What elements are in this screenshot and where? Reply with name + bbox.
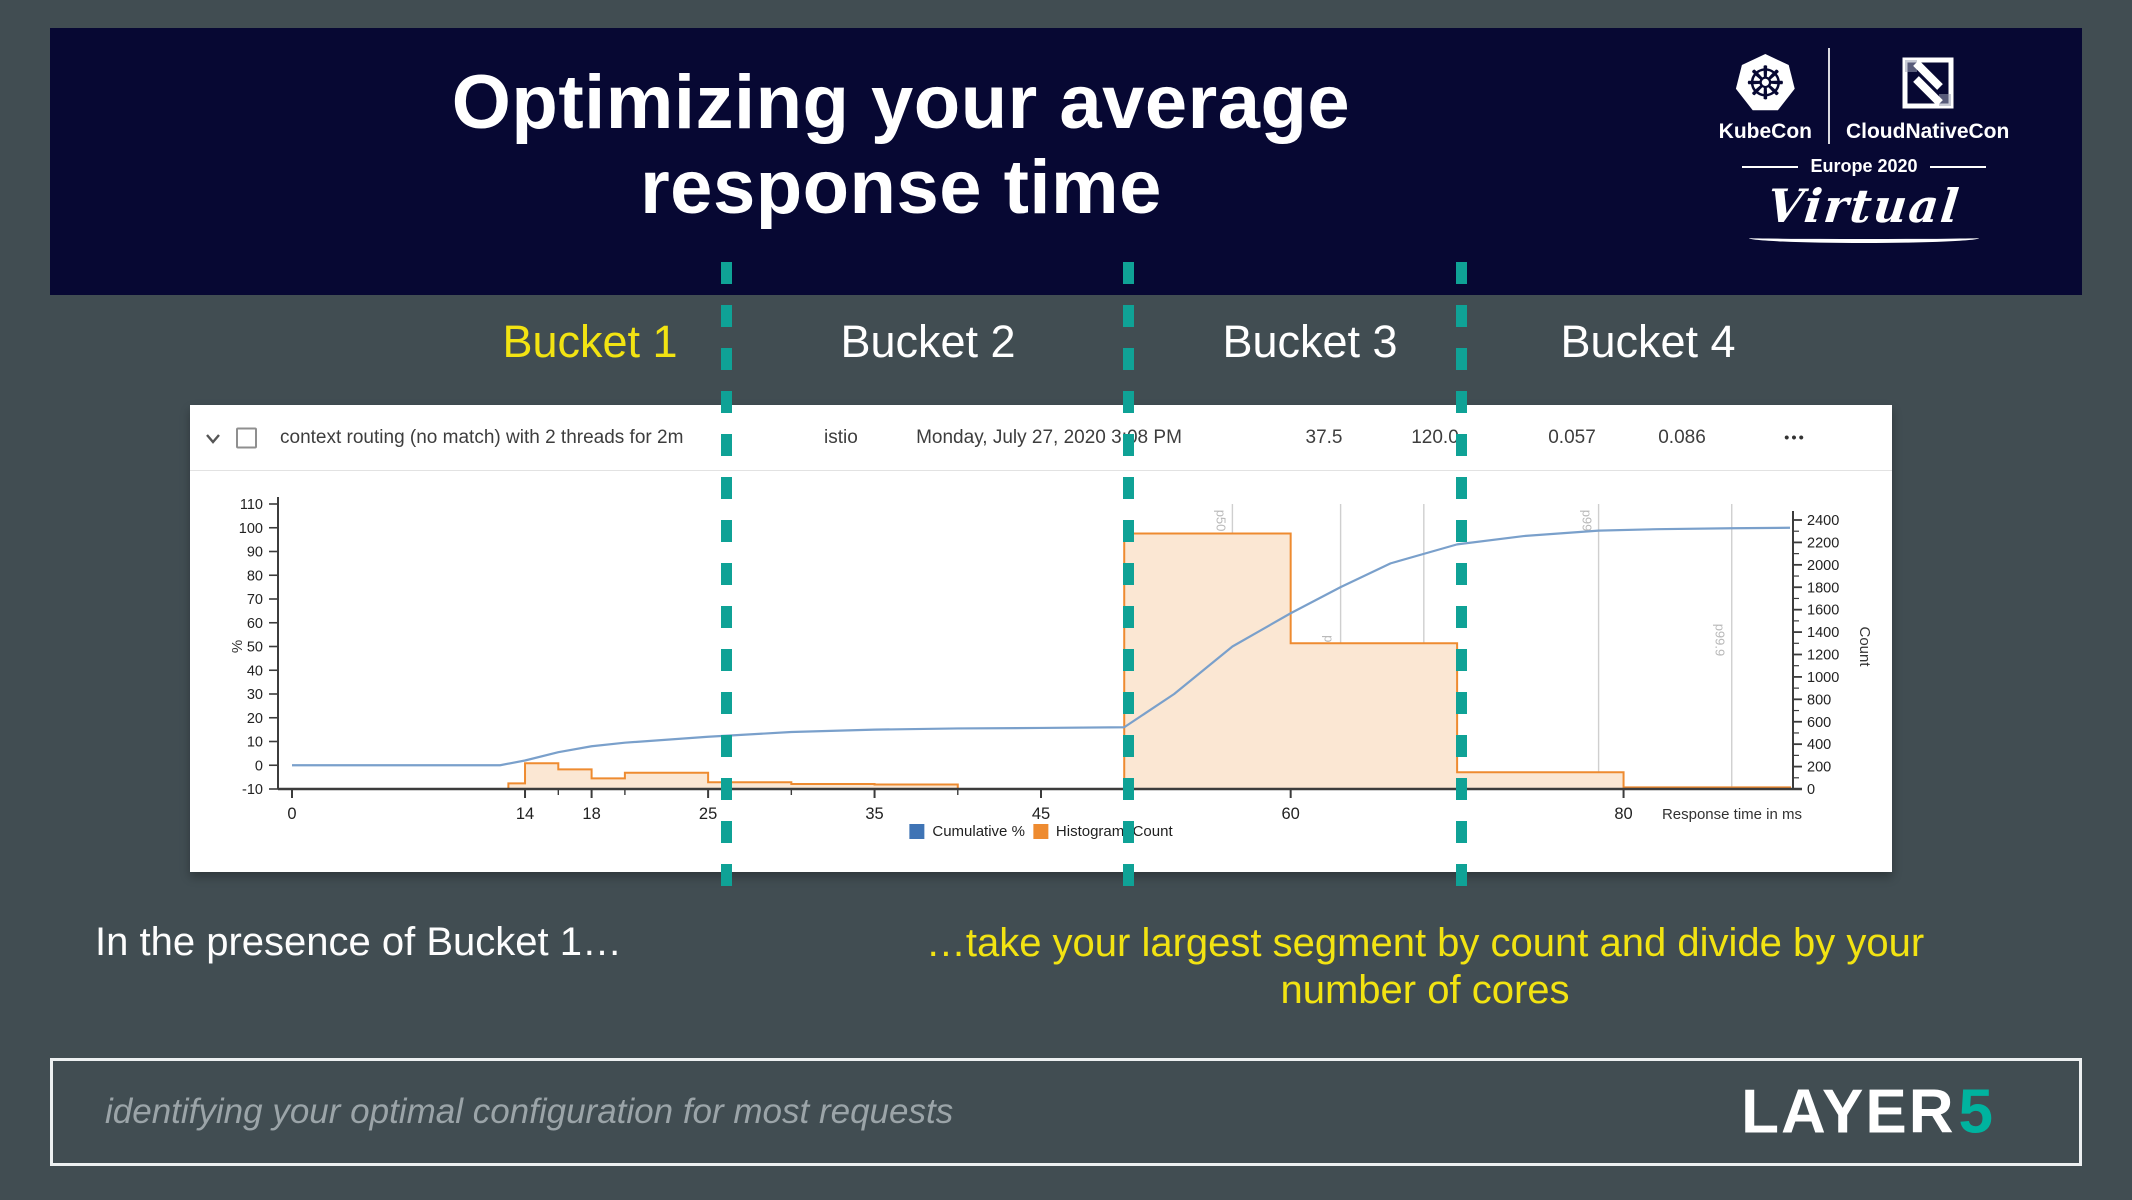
bucket-divider-1	[721, 262, 732, 898]
latency-chart: p50p75p90p99p99.9-1001020304050607080901…	[190, 471, 1892, 872]
svg-text:20: 20	[247, 711, 263, 727]
bucket-1-label: Bucket 1	[502, 316, 678, 367]
run-timestamp: Monday, July 27, 2020 3:08 PM	[916, 426, 1182, 448]
annotation-yellow: …take your largest segment by count and …	[925, 921, 1925, 1013]
svg-text:70: 70	[247, 592, 263, 608]
svg-text:1600: 1600	[1807, 603, 1839, 619]
metric-p99: 0.086	[1658, 426, 1706, 448]
svg-text:1400: 1400	[1807, 625, 1839, 641]
cloudnativecon-logo: CloudNativeCon	[1846, 54, 2009, 144]
svg-text:45: 45	[1032, 805, 1050, 823]
metric-duration: 120.0	[1411, 426, 1459, 448]
svg-text:100: 100	[239, 521, 263, 537]
svg-text:90: 90	[247, 545, 263, 561]
svg-text:400: 400	[1807, 737, 1831, 753]
kubernetes-helm-icon: ☸	[1735, 54, 1795, 111]
svg-text:%: %	[229, 640, 246, 653]
svg-text:200: 200	[1807, 760, 1831, 776]
kubecon-label: KubeCon	[1718, 120, 1812, 143]
svg-text:2000: 2000	[1807, 558, 1839, 574]
svg-text:2200: 2200	[1807, 535, 1839, 551]
svg-text:800: 800	[1807, 692, 1831, 708]
svg-text:p99: p99	[1580, 510, 1595, 532]
svg-text:Response time in ms: Response time in ms	[1662, 806, 1802, 823]
event-logo: ☸ KubeCon CloudNativeCon Europe 2020 Vir…	[1704, 48, 2024, 243]
svg-text:1000: 1000	[1807, 670, 1839, 686]
cncf-cube-icon	[1902, 57, 1954, 109]
svg-text:60: 60	[247, 616, 263, 632]
bucket-divider-2	[1123, 262, 1134, 898]
bucket-divider-3	[1456, 262, 1467, 898]
slide-title-line1: Optimizing your average	[451, 60, 1351, 145]
bucket-2-label: Bucket 2	[840, 316, 1016, 367]
layer5-logo: LAYER5	[1741, 1077, 1995, 1148]
svg-text:18: 18	[582, 805, 600, 823]
event-edition: Europe 2020	[1704, 156, 2024, 177]
test-result-panel: context routing (no match) with 2 thread…	[190, 405, 1892, 872]
svg-text:14: 14	[516, 805, 534, 823]
svg-text:Count: Count	[1856, 626, 1873, 667]
layer5-logo-accent: 5	[1958, 1077, 1995, 1147]
svg-text:35: 35	[865, 805, 883, 823]
svg-text:25: 25	[699, 805, 717, 823]
row-checkbox[interactable]	[236, 427, 257, 448]
svg-text:60: 60	[1281, 805, 1299, 823]
svg-text:2400: 2400	[1807, 513, 1839, 529]
svg-text:0: 0	[255, 758, 263, 774]
svg-text:0: 0	[287, 805, 296, 823]
chevron-down-icon[interactable]	[204, 429, 222, 447]
svg-text:10: 10	[247, 735, 263, 751]
kubecon-logo: ☸ KubeCon	[1719, 54, 1812, 144]
histogram-cumulative-chart: p50p75p90p99p99.9-1001020304050607080901…	[229, 497, 1873, 823]
annotation-white: In the presence of Bucket 1…	[95, 920, 622, 964]
test-run-title: context routing (no match) with 2 thread…	[280, 426, 684, 448]
svg-text:110: 110	[240, 497, 263, 513]
svg-text:40: 40	[247, 663, 263, 679]
metric-qps: 37.5	[1305, 426, 1343, 448]
cumulative-legend-label: Cumulative %	[932, 823, 1025, 840]
svg-text:600: 600	[1807, 715, 1831, 731]
virtual-script-label: Virtual	[1764, 179, 1964, 233]
layer5-logo-text: LAYER	[1741, 1077, 1956, 1147]
title-banner: Optimizing your average response time ☸ …	[50, 28, 2082, 295]
chart-legend: Cumulative % Histogram: Count	[909, 823, 1173, 840]
footer-bar: identifying your optimal configuration f…	[50, 1058, 2082, 1166]
virtual-underline	[1749, 233, 1979, 243]
mesh-name: istio	[824, 426, 858, 448]
histogram-legend-label: Histogram: Count	[1055, 823, 1173, 840]
footer-tagline: identifying your optimal configuration f…	[105, 1092, 954, 1131]
svg-text:80: 80	[247, 568, 263, 584]
svg-text:p99.9: p99.9	[1713, 624, 1728, 657]
cloudnativecon-label: CloudNativeCon	[1845, 120, 2010, 143]
svg-text:p50: p50	[1213, 510, 1228, 532]
svg-text:-10: -10	[242, 782, 263, 798]
histogram-legend-swatch	[1032, 824, 1048, 839]
svg-text:30: 30	[247, 687, 263, 703]
svg-text:50: 50	[247, 640, 263, 656]
slide-title: Optimizing your average response time	[50, 60, 1752, 230]
svg-text:1200: 1200	[1807, 648, 1839, 664]
svg-text:1800: 1800	[1807, 580, 1839, 596]
result-row-header: context routing (no match) with 2 thread…	[190, 405, 1892, 471]
row-menu-ellipsis[interactable]: •••	[1784, 429, 1806, 446]
svg-text:0: 0	[1807, 782, 1815, 798]
slide-title-line2: response time	[640, 145, 1162, 231]
bucket-4-label: Bucket 4	[1560, 316, 1736, 367]
svg-text:80: 80	[1614, 805, 1632, 823]
metric-p50: 0.057	[1548, 426, 1596, 448]
bucket-3-label: Bucket 3	[1222, 316, 1398, 367]
cumulative-legend-swatch	[909, 824, 925, 839]
logo-divider	[1827, 48, 1830, 144]
